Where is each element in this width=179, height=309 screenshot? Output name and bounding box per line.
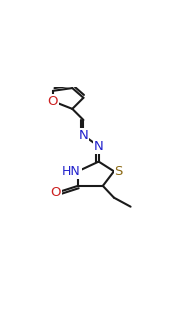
Text: S: S — [115, 165, 123, 178]
Text: O: O — [48, 95, 58, 108]
Text: N: N — [94, 140, 103, 153]
Text: N: N — [79, 129, 88, 142]
Text: HN: HN — [62, 165, 81, 178]
Text: O: O — [50, 186, 61, 199]
